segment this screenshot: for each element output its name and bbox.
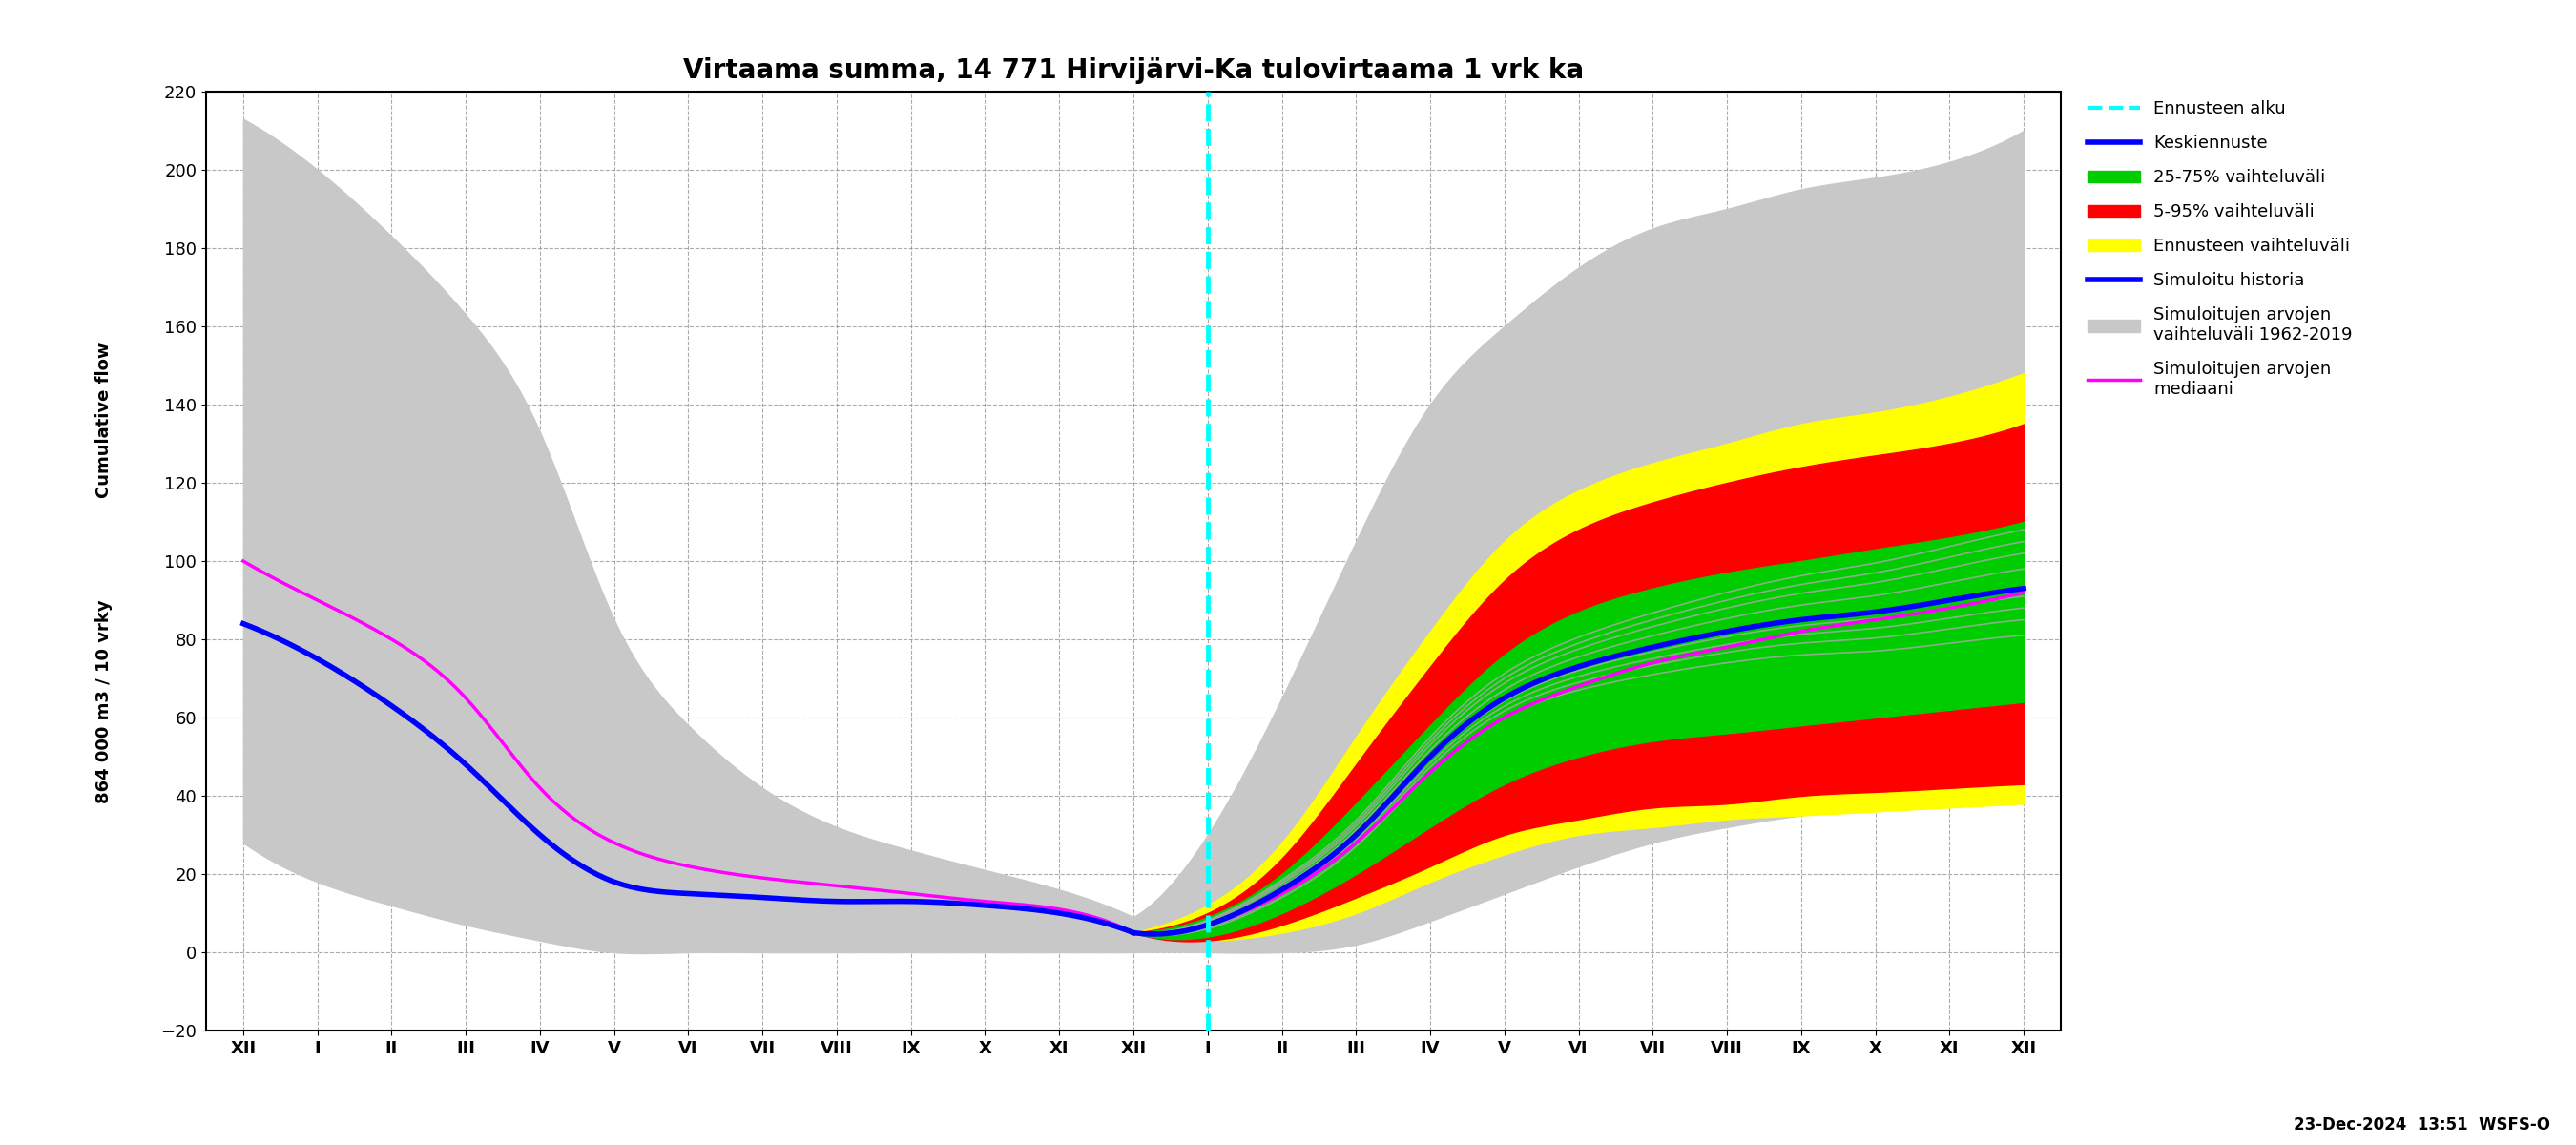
Text: Cumulative flow: Cumulative flow bbox=[95, 342, 113, 498]
Legend: Ennusteen alku, Keskiennuste, 25-75% vaihteluväli, 5-95% vaihteluväli, Ennusteen: Ennusteen alku, Keskiennuste, 25-75% vai… bbox=[2089, 101, 2352, 398]
Text: 864 000 m3 / 10 vrky: 864 000 m3 / 10 vrky bbox=[95, 600, 113, 804]
Text: 23-Dec-2024  13:51  WSFS-O: 23-Dec-2024 13:51 WSFS-O bbox=[2293, 1116, 2550, 1134]
Title: Virtaama summa, 14 771 Hirvijärvi-Ka tulovirtaama 1 vrk ka: Virtaama summa, 14 771 Hirvijärvi-Ka tul… bbox=[683, 57, 1584, 84]
